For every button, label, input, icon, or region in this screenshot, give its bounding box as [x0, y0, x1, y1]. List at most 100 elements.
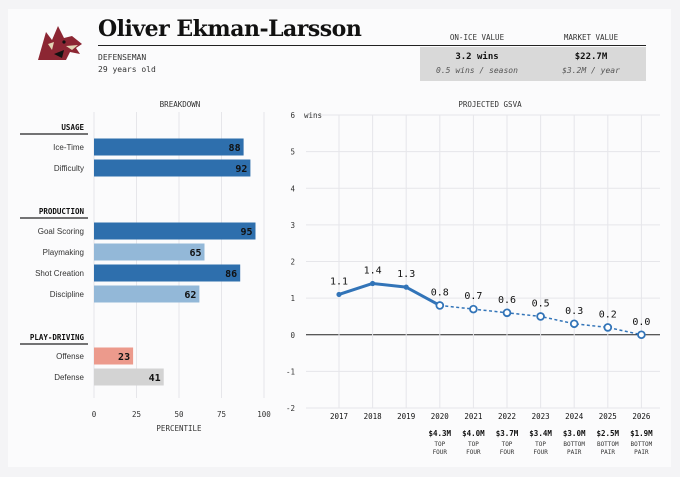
- bar-value-label: 65: [189, 248, 201, 259]
- projection-salary: $1.9M: [630, 429, 653, 438]
- bar-category-label: Difficulty: [54, 164, 84, 173]
- projection-salary: $3.7M: [496, 429, 519, 438]
- value-box: [420, 47, 646, 81]
- bar-value-label: 88: [229, 143, 241, 154]
- x-tick-label: 2017: [330, 412, 348, 421]
- bar-category-label: Shot Creation: [35, 269, 84, 278]
- data-label: 1.4: [364, 265, 382, 276]
- header-divider: [98, 45, 646, 46]
- bar-category-label: Goal Scoring: [38, 227, 84, 236]
- x-tick-label: 2020: [431, 412, 450, 421]
- projection-role: BOTTOM: [631, 441, 653, 448]
- projection-role: BOTTOM: [563, 441, 585, 448]
- on-ice-value-label: ON-ICE VALUE: [449, 33, 505, 42]
- bar-category-label: Ice-Time: [53, 143, 84, 152]
- bar-value-label: 23: [118, 352, 130, 363]
- bar-value-label: 92: [235, 164, 247, 175]
- group-heading: USAGE: [61, 123, 84, 132]
- bar-value-label: 86: [225, 269, 237, 280]
- y-tick-label: 6: [290, 111, 295, 120]
- data-point: [469, 304, 478, 314]
- projection-role: TOP: [535, 441, 546, 448]
- projection-role: BOTTOM: [597, 441, 619, 448]
- x-tick-label: 2025: [599, 412, 617, 421]
- data-label: 0.3: [565, 306, 583, 317]
- x-tick-label: 2026: [632, 412, 651, 421]
- y-tick-label: 1: [290, 294, 295, 303]
- x-tick-label: 100: [257, 410, 271, 419]
- data-point: [569, 319, 579, 329]
- bar: [94, 138, 244, 156]
- x-tick-label: 2022: [498, 412, 516, 421]
- projection-salary: $2.5M: [597, 429, 620, 438]
- projection-salary: $3.4M: [529, 429, 552, 438]
- data-point: [603, 323, 613, 332]
- on-ice-value-main: 3.2 wins: [455, 52, 499, 62]
- bar: [94, 159, 251, 177]
- data-label: 1.3: [397, 269, 415, 280]
- market-value-label: MARKET VALUE: [563, 33, 619, 42]
- data-label: 0.0: [632, 317, 650, 328]
- x-tick-label: 2024: [565, 412, 584, 421]
- data-label: 0.6: [498, 295, 516, 306]
- bar-value-label: 41: [149, 373, 161, 384]
- group-heading: PLAY-DRIVING: [30, 333, 85, 342]
- projection-role: TOP: [468, 441, 479, 448]
- x-tick-label: 2018: [364, 412, 383, 421]
- y-tick-label: 4: [290, 184, 295, 193]
- bar-value-label: 62: [184, 290, 196, 301]
- bar: [94, 285, 200, 303]
- on-ice-value-sub: 0.5 wins / season: [436, 66, 518, 75]
- x-tick-label: 50: [174, 410, 184, 419]
- bar-category-label: Playmaking: [43, 248, 84, 257]
- bar: [94, 243, 205, 261]
- data-label: 1.1: [330, 276, 348, 287]
- x-tick-label: 25: [132, 410, 141, 419]
- projection-role: PAIR: [567, 449, 582, 456]
- x-tick-label: 75: [217, 410, 226, 419]
- bar-category-label: Discipline: [50, 290, 85, 299]
- x-axis-label: PERCENTILE: [156, 424, 202, 433]
- projection-role: FOUR: [533, 449, 548, 456]
- data-label: 0.8: [431, 287, 449, 298]
- bar: [94, 222, 256, 240]
- data-point: [336, 291, 342, 298]
- data-label: 0.2: [599, 309, 617, 320]
- coyote-logo: [38, 26, 82, 60]
- projection-role: FOUR: [433, 449, 448, 456]
- data-label: 0.7: [464, 291, 482, 302]
- player-position: DEFENSEMAN: [98, 53, 147, 62]
- data-point: [403, 284, 409, 290]
- player-age: 29 years old: [98, 65, 156, 74]
- bar-category-label: Defense: [54, 373, 84, 382]
- x-tick-label: 2019: [397, 412, 415, 421]
- projection-title: PROJECTED GSVA: [458, 100, 522, 109]
- bar-value-label: 95: [240, 227, 252, 238]
- y-tick-label: -1: [286, 367, 295, 376]
- breakdown-title: BREAKDOWN: [159, 100, 201, 109]
- projection-salary: $4.3M: [429, 429, 452, 438]
- x-tick-label: 2023: [532, 412, 550, 421]
- projection-role: TOP: [502, 441, 513, 448]
- projection-role: FOUR: [466, 449, 481, 456]
- series-line-historical: [338, 281, 441, 307]
- data-point: [435, 301, 445, 310]
- projection-role: PAIR: [601, 449, 616, 456]
- bar-category-label: Offense: [56, 352, 84, 361]
- y-axis-label: wins: [304, 111, 322, 120]
- data-label: 0.5: [532, 298, 550, 309]
- y-tick-label: 3: [290, 221, 295, 230]
- data-point: [536, 312, 545, 321]
- player-name: Oliver Ekman-Larsson: [98, 16, 362, 42]
- data-point: [502, 308, 512, 318]
- market-value-sub: $3.2M / year: [562, 66, 620, 75]
- x-tick-label: 2021: [464, 412, 482, 421]
- projection-role: TOP: [434, 441, 445, 448]
- projection-salary: $4.0M: [462, 429, 485, 438]
- data-point: [637, 330, 646, 340]
- bar: [94, 264, 241, 282]
- y-tick-label: 2: [290, 258, 295, 267]
- bar: [94, 368, 164, 386]
- group-heading: PRODUCTION: [39, 207, 85, 216]
